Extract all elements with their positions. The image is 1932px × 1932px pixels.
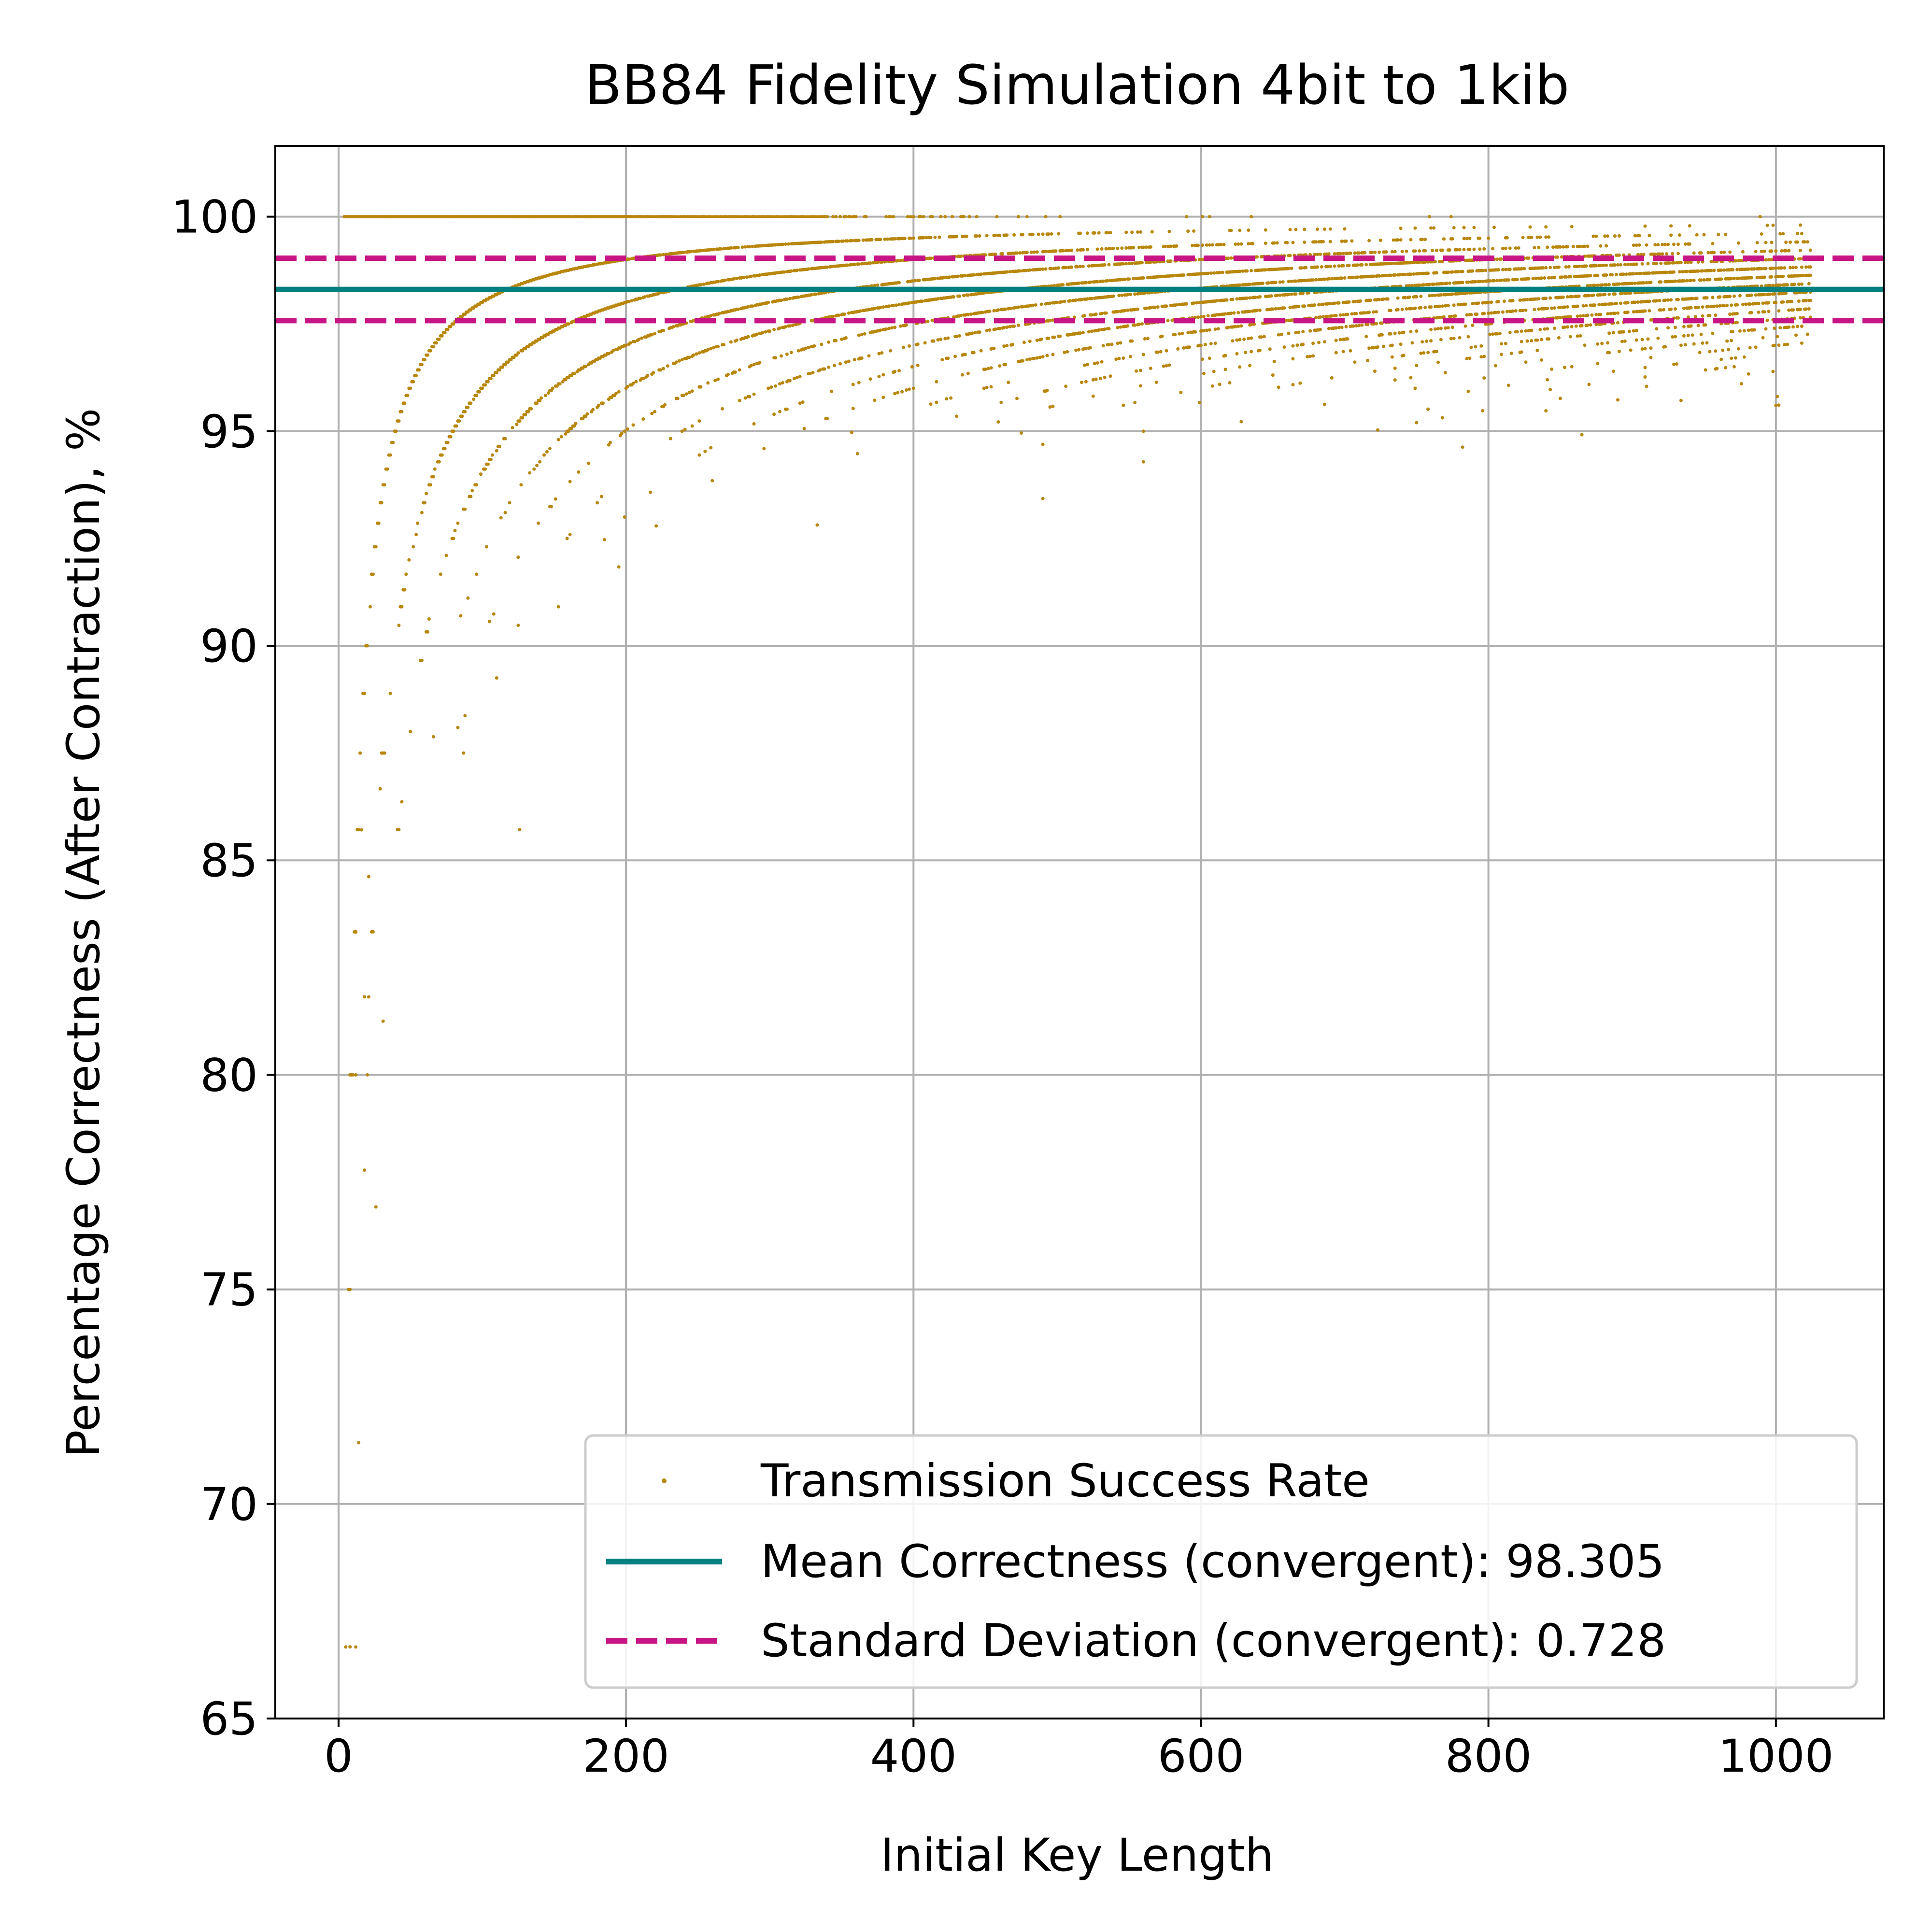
axis-ticks: 0 200 400 600 800 1000 65 70 75 80 85 90 95 100 bbox=[171, 191, 1834, 1783]
x-tick-label: 200 bbox=[582, 1730, 669, 1783]
legend-marker-scatter bbox=[662, 1478, 667, 1483]
y-tick-label: 75 bbox=[200, 1264, 258, 1317]
reference-lines bbox=[275, 255, 1884, 324]
chart-title: BB84 Fidelity Simulation 4bit to 1kib bbox=[585, 54, 1570, 117]
x-tick-label: 800 bbox=[1445, 1730, 1532, 1783]
x-tick-label: 1000 bbox=[1718, 1730, 1833, 1783]
legend-label-mean: Mean Correctness (convergent): 98.305 bbox=[761, 1535, 1664, 1588]
grid bbox=[275, 146, 1884, 1719]
y-tick-label: 80 bbox=[200, 1049, 258, 1102]
legend-label-std: Standard Deviation (convergent): 0.728 bbox=[761, 1615, 1666, 1667]
x-tick-label: 600 bbox=[1158, 1730, 1244, 1783]
x-axis-label: Initial Key Length bbox=[881, 1829, 1274, 1882]
y-tick-label: 70 bbox=[200, 1478, 258, 1531]
legend: Transmission Success Rate Mean Correctne… bbox=[584, 1434, 1858, 1689]
y-tick-label: 85 bbox=[200, 835, 258, 887]
y-tick-label: 65 bbox=[200, 1693, 258, 1746]
legend-label-scatter: Transmission Success Rate bbox=[760, 1455, 1370, 1507]
x-tick-label: 0 bbox=[324, 1730, 353, 1783]
y-tick-label: 90 bbox=[200, 620, 258, 673]
y-tick-label: 100 bbox=[171, 191, 258, 244]
y-tick-label: 95 bbox=[200, 406, 258, 458]
x-tick-label: 400 bbox=[870, 1730, 957, 1783]
plot-area-frame bbox=[274, 145, 1885, 1719]
legend-box bbox=[584, 1434, 1858, 1689]
y-axis-label: Percentage Correctness (After Contractio… bbox=[57, 408, 110, 1458]
